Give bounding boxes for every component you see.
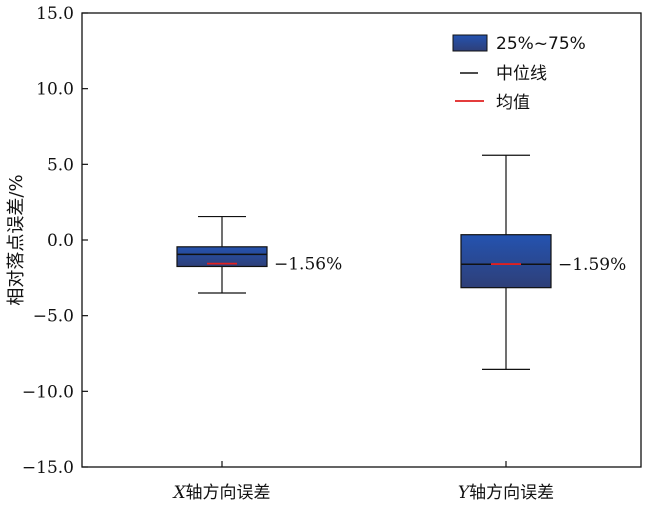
y-tick-label: 15.0 [36,4,74,24]
legend-label-mean: 均值 [496,93,530,113]
y-tick-label: −10.0 [22,382,74,402]
box-series: −1.56% −1.59% [176,154,626,370]
iqr-box [176,246,268,268]
legend-label-median: 中位线 [496,64,547,84]
x-axis-categories: X轴方向误差 Y轴方向误差 [171,461,554,503]
y-tick-label: 0.0 [47,231,74,251]
legend-box-swatch [452,34,488,52]
iqr-box [460,234,552,289]
box-group: −1.56% [176,215,342,294]
mean-value-label: −1.59% [558,255,626,275]
x-category-label: Y轴方向误差 [458,483,554,503]
y-axis-ticks: −15.0 −10.0 −5.0 0.0 5.0 10.0 15.0 [22,4,88,478]
y-tick-label: 10.0 [36,80,74,100]
y-tick-label: −5.0 [33,307,74,327]
y-tick-label: 5.0 [47,155,74,175]
y-tick-label: −15.0 [22,458,74,478]
box-group: −1.59% [460,154,626,370]
legend-label-box: 25%~75% [496,34,586,54]
legend: 25%~75% 中位线 均值 [452,34,586,113]
plot-frame [81,12,642,468]
y-axis-label: 相对落点误差/% [6,174,27,305]
x-category-label: X轴方向误差 [171,483,270,503]
mean-value-label: −1.56% [274,255,342,275]
